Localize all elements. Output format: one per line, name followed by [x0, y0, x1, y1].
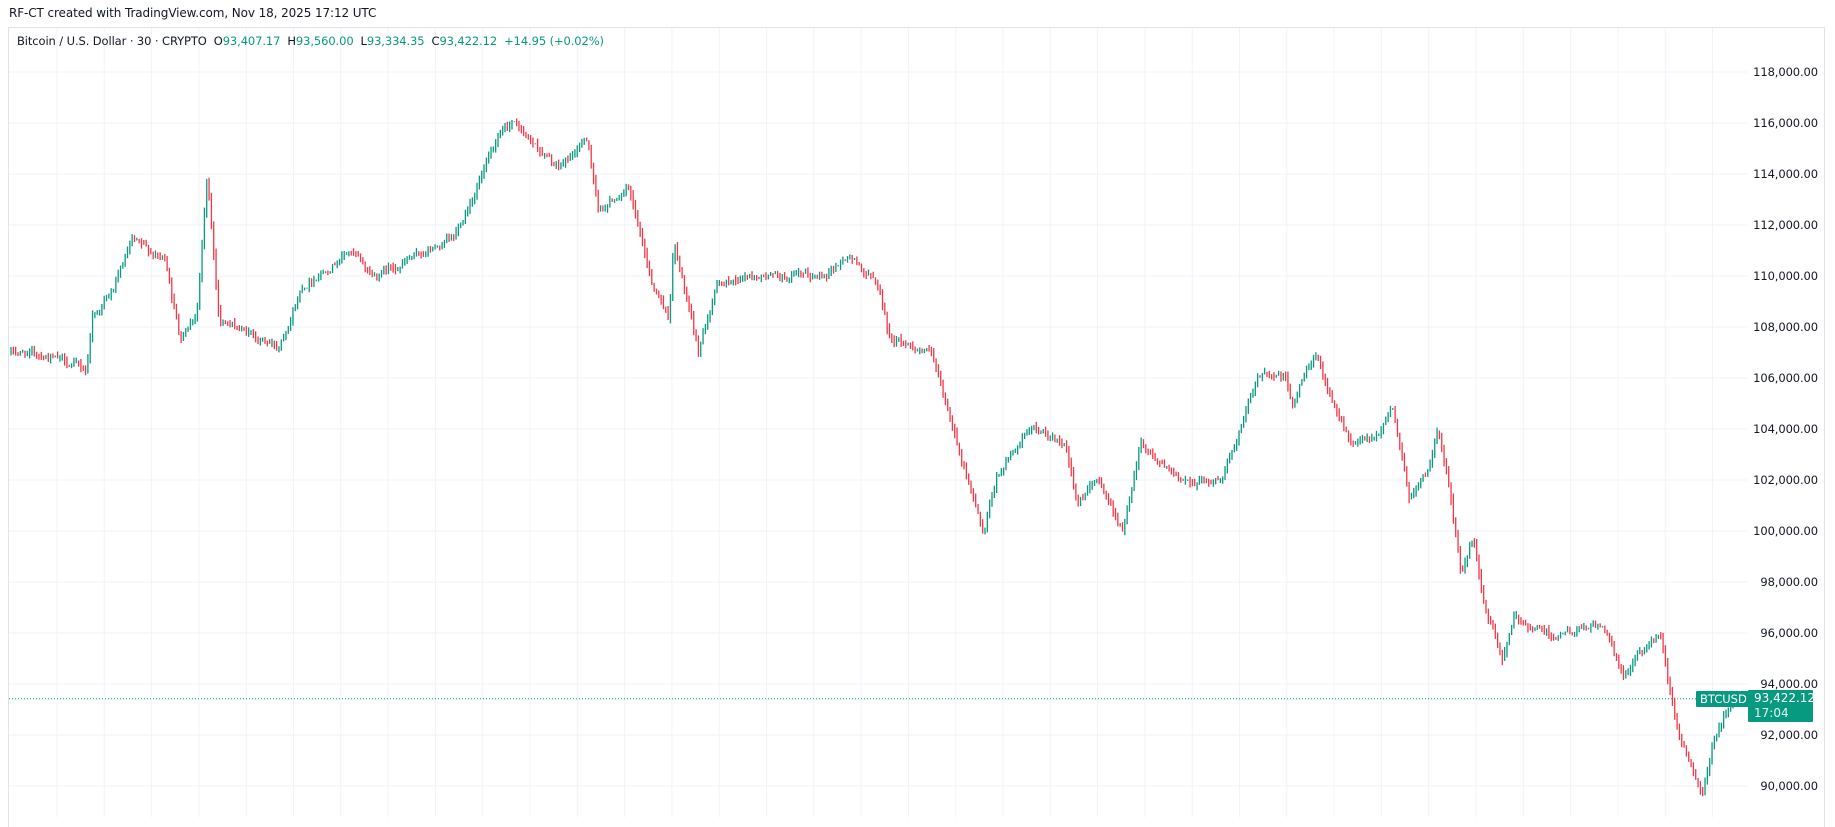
symbol-description[interactable]: Bitcoin / U.S. Dollar · 30 · CRYPTO [17, 34, 207, 48]
price-axis-label: 118,000.00 [1753, 65, 1818, 79]
last-price-label: 93,422.12 17:04 [1748, 689, 1816, 722]
price-axis-label: 96,000.00 [1760, 626, 1818, 640]
symbol-legend[interactable]: Bitcoin / U.S. Dollar · 30 · CRYPTO O 93,… [17, 34, 604, 48]
bar-countdown: 17:04 [1754, 705, 1789, 720]
price-axis-label: 92,000.00 [1760, 728, 1818, 742]
grid-lines [9, 28, 1747, 817]
candles [10, 118, 1734, 797]
price-axis-label: 104,000.00 [1753, 422, 1818, 436]
open-value: 93,407.17 [222, 34, 281, 48]
price-axis-label: 90,000.00 [1760, 779, 1818, 793]
high-value: 93,560.00 [295, 34, 354, 48]
close-key: C [431, 34, 440, 48]
price-axis-label: 94,000.00 [1760, 677, 1818, 691]
tradingview-credit: RF-CT created with TradingView.com, Nov … [9, 6, 377, 20]
chart-frame [8, 27, 1825, 827]
high-key: H [287, 34, 296, 48]
price-axis-label: 110,000.00 [1753, 269, 1818, 283]
price-axis-label: 102,000.00 [1753, 473, 1818, 487]
close-value: 93,422.12 [439, 34, 498, 48]
last-price-value: 93,422.12 [1754, 690, 1816, 705]
low-value: 93,334.35 [366, 34, 425, 48]
price-axis-label: 106,000.00 [1753, 371, 1818, 385]
price-axis-label: 114,000.00 [1753, 167, 1818, 181]
change-value: +14.95 (+0.02%) [504, 34, 604, 48]
price-axis-label: 108,000.00 [1753, 320, 1818, 334]
low-key: L [360, 34, 367, 48]
price-axis-label: 116,000.00 [1753, 116, 1818, 130]
price-axis-label: 98,000.00 [1760, 575, 1818, 589]
open-key: O [213, 34, 223, 48]
price-axis-label: 112,000.00 [1753, 218, 1818, 232]
price-axis-label: 100,000.00 [1753, 524, 1818, 538]
symbol-price-tag: BTCUSD [1696, 690, 1751, 707]
